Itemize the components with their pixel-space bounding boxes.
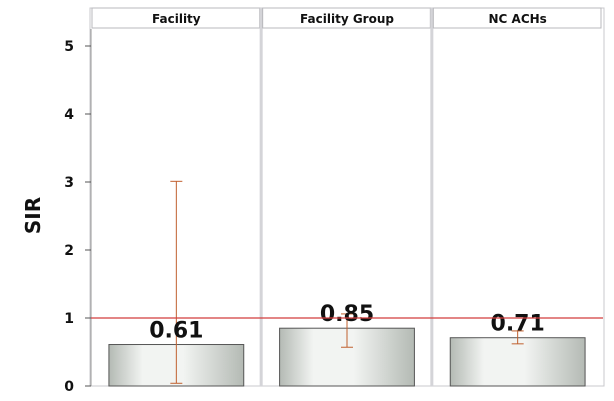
y-axis-title: SIR bbox=[21, 197, 45, 234]
panel-header-label: Facility Group bbox=[300, 12, 394, 26]
y-tick-label: 2 bbox=[64, 243, 74, 259]
panel-divider bbox=[259, 8, 263, 386]
panel-divider bbox=[430, 8, 434, 386]
panel-header bbox=[432, 7, 602, 29]
panel-header bbox=[262, 7, 431, 29]
data-label: 0.85 bbox=[320, 302, 374, 327]
y-tick-label: 4 bbox=[64, 107, 74, 123]
panel-header-label: NC ACHs bbox=[489, 12, 547, 26]
y-tick-label: 1 bbox=[64, 311, 74, 327]
y-tick-label: 3 bbox=[64, 175, 74, 191]
bar bbox=[449, 337, 586, 387]
data-label: 0.71 bbox=[491, 312, 545, 337]
y-tick-label: 5 bbox=[64, 39, 74, 55]
data-label: 0.61 bbox=[149, 319, 203, 344]
panel-header-label: Facility bbox=[152, 12, 201, 26]
y-tick-label: 0 bbox=[64, 379, 74, 395]
